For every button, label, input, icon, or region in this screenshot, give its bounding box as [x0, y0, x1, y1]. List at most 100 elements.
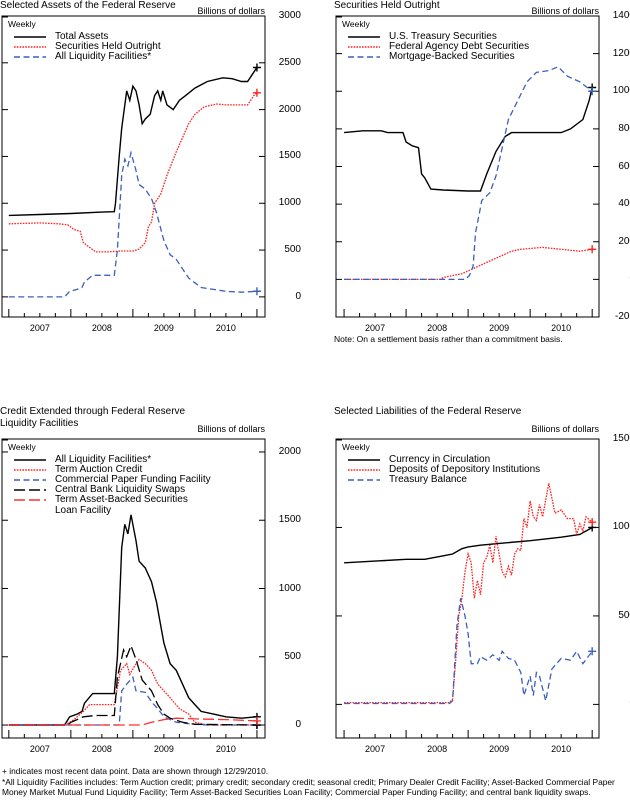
latest-point-marker [252, 716, 261, 725]
units-label: Billions of dollars [531, 6, 599, 16]
series-line-2 [8, 92, 258, 253]
y-tick-label: 1400 [612, 10, 630, 21]
chart-note: Note: On a settlement basis rather than … [334, 334, 563, 344]
chart-1 [1, 15, 266, 318]
y-tick-label: -200 [614, 311, 630, 322]
y-tick-label: 500 [284, 650, 301, 662]
x-tick-label: 2008 [427, 744, 448, 754]
latest-point-marker [252, 88, 261, 97]
y-tick-label: 800 [618, 122, 630, 134]
chart-title: Selected Liabilities of the Federal Rese… [334, 406, 522, 417]
legend-label: Total Assets [55, 31, 109, 42]
legend-label: Securities Held Outright [55, 41, 161, 52]
chart-title: Credit Extended through Federal Reserve [0, 406, 186, 417]
latest-point-marker [252, 63, 261, 72]
latest-point-marker [588, 245, 597, 254]
y-tick-label: 500 [618, 609, 630, 621]
latest-point-marker [588, 518, 597, 527]
series-line-1 [344, 526, 593, 564]
x-tick-label: 2007 [365, 744, 386, 754]
x-tick-label: 2007 [29, 323, 50, 333]
legend-label-line2: Loan Facility [55, 505, 112, 516]
plot-frame [335, 438, 600, 739]
series-line-1 [8, 514, 257, 726]
legend-label: Commercial Paper Funding Facility [55, 474, 211, 485]
x-tick-label: 2009 [489, 744, 510, 754]
latest-point-marker [252, 287, 261, 296]
series-line-3 [8, 675, 257, 726]
x-tick-label: 2010 [551, 323, 572, 333]
chart-title: Selected Assets of the Federal Reserve [0, 0, 176, 11]
x-tick-label: 2008 [427, 323, 448, 333]
frequency-label: Weekly [8, 19, 36, 29]
chart-4 [335, 438, 600, 739]
plot-frame [1, 15, 266, 318]
frequency-label: Weekly [342, 19, 370, 29]
footnote-liquidity-facilities: *All Liquidity Facilities includes: Term… [2, 776, 615, 798]
series-line-1 [8, 67, 258, 217]
units-label: Billions of dollars [197, 424, 265, 434]
y-tick-label: 0 [335, 273, 630, 285]
series-line-5 [8, 717, 257, 726]
x-tick-label: 2009 [153, 323, 174, 333]
x-tick-label: 2007 [365, 323, 386, 333]
y-tick-label: 1500 [278, 514, 301, 526]
y-tick-label: 1000 [278, 582, 301, 594]
y-tick-label: 500 [284, 244, 301, 256]
y-tick-label: 1500 [278, 150, 301, 162]
y-tick-label: 0 [295, 290, 301, 302]
series-line-3 [344, 66, 593, 281]
chart-3 [1, 438, 266, 739]
y-tick-label: 2000 [278, 103, 301, 115]
series-line-3 [8, 150, 257, 298]
series-line-2 [344, 483, 593, 704]
y-tick-label: 1000 [612, 85, 630, 97]
y-tick-label: 200 [618, 235, 630, 247]
legend-label: All Liquidity Facilities* [55, 51, 152, 62]
legend-label: Central Bank Liquidity Swaps [55, 484, 186, 495]
y-tick-label: 1500 [612, 433, 630, 444]
x-tick-label: 2009 [153, 744, 174, 754]
legend-label: All Liquidity Facilities* [55, 454, 152, 465]
x-tick-label: 2010 [551, 744, 572, 754]
y-tick-label: 400 [618, 198, 630, 210]
x-tick-label: 2007 [29, 744, 50, 754]
series-line-1 [344, 87, 593, 192]
y-tick-label: 1000 [612, 521, 630, 533]
series-line-4 [8, 643, 257, 726]
y-tick-label: 3000 [278, 10, 301, 21]
legend-label: Term Auction Credit [55, 464, 143, 475]
legend-label: Mortgage-Backed Securities [389, 51, 515, 62]
y-tick-label: 1000 [278, 197, 301, 209]
y-tick-label: 1200 [612, 47, 630, 59]
x-tick-label: 2008 [91, 744, 112, 754]
chart-2 [335, 15, 600, 318]
latest-point-marker [588, 647, 597, 656]
y-tick-label: 0 [335, 698, 630, 710]
legend-label: Currency in Circulation [389, 454, 491, 465]
frequency-label: Weekly [8, 442, 36, 452]
units-label: Billions of dollars [531, 424, 599, 434]
legend-label: Federal Agency Debt Securities [389, 41, 530, 52]
legend-label: Term Asset-Backed Securities [55, 494, 188, 505]
chart-title-line2: Liquidity Facilities [0, 418, 79, 429]
legend-label: Treasury Balance [389, 474, 467, 485]
x-tick-label: 2008 [91, 323, 112, 333]
legend-label: U.S. Treasury Securities [389, 31, 497, 42]
y-tick-label: 2000 [278, 445, 301, 457]
units-label: Billions of dollars [197, 6, 265, 16]
frequency-label: Weekly [342, 442, 370, 452]
x-tick-label: 2009 [489, 323, 510, 333]
x-tick-label: 2010 [215, 744, 236, 754]
y-tick-label: 0 [295, 719, 301, 731]
y-tick-label: 2500 [278, 56, 301, 68]
y-tick-label: 600 [618, 160, 630, 172]
chart-title: Securities Held Outright [334, 0, 440, 11]
footnote: + indicates most recent data point. Data… [2, 766, 628, 798]
x-tick-label: 2010 [215, 323, 236, 333]
latest-point-marker [588, 87, 597, 96]
footnote-latest-point: + indicates most recent data point. Data… [2, 766, 269, 776]
series-line-3 [344, 598, 593, 705]
legend-label: Deposits of Depository Institutions [389, 464, 541, 475]
